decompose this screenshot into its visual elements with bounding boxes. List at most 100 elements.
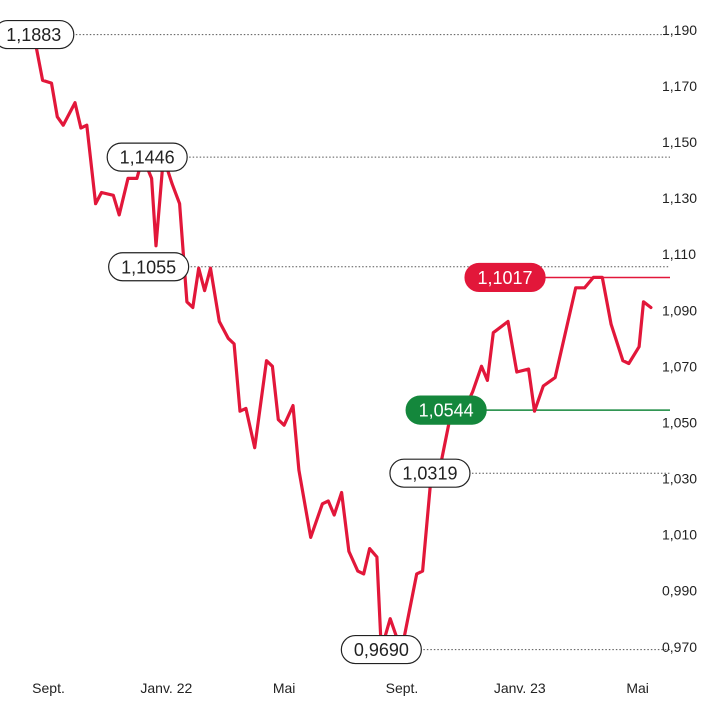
- y-tick-label: 1,130: [662, 190, 697, 206]
- x-tick-label: Mai: [626, 680, 649, 696]
- y-tick-label: 0,970: [662, 639, 697, 655]
- data-point: [112, 193, 115, 197]
- data-point: [85, 123, 89, 127]
- data-point: [553, 376, 557, 379]
- data-point: [265, 359, 268, 363]
- data-point: [50, 81, 53, 85]
- value-label-pill: [108, 252, 190, 282]
- data-point: [609, 322, 613, 326]
- data-point: [583, 286, 586, 290]
- data-point: [203, 289, 206, 292]
- value-label-text: 1,0319: [402, 464, 457, 484]
- data-point: [421, 569, 424, 573]
- value-label: 1,1446: [106, 142, 188, 172]
- data-point: [232, 342, 236, 346]
- x-axis-ticks: Sept. Janv. 22 Mai Sept. Janv. 23 Mai: [32, 680, 649, 696]
- data-point: [218, 320, 221, 323]
- value-label: 1,0544: [405, 395, 487, 425]
- y-tick-label: 1,030: [662, 471, 697, 487]
- data-point: [79, 126, 83, 130]
- data-point: [100, 191, 103, 194]
- data-point: [271, 365, 274, 368]
- value-label-text: 1,1446: [120, 148, 175, 168]
- data-point: [388, 617, 392, 621]
- data-point: [340, 491, 343, 494]
- value-label-text: 1,1883: [6, 25, 61, 45]
- data-point: [332, 513, 336, 517]
- data-point: [209, 266, 212, 270]
- data-point: [506, 320, 510, 323]
- data-point: [637, 345, 641, 349]
- data-point: [56, 115, 59, 119]
- value-label: 1,1017: [464, 262, 546, 293]
- data-point: [150, 177, 153, 180]
- data-point: [154, 244, 158, 248]
- data-point: [574, 286, 578, 290]
- data-point: [600, 276, 604, 279]
- y-axis-ticks: 1,190 1,170 1,150 1,130 1,110 1,090 1,070 1,050…: [662, 22, 697, 655]
- data-point: [238, 409, 242, 413]
- data-point: [226, 336, 230, 340]
- data-point: [375, 555, 379, 559]
- value-label-text: 1,1055: [121, 257, 176, 277]
- data-point: [276, 418, 280, 421]
- data-point: [347, 550, 351, 553]
- y-tick-label: 1,110: [662, 246, 696, 262]
- data-point: [126, 177, 130, 180]
- data-point: [291, 404, 295, 407]
- data-point: [282, 423, 286, 427]
- value-label-pill: [389, 458, 471, 488]
- y-tick-label: 1,150: [662, 134, 697, 150]
- data-point: [309, 536, 312, 539]
- value-label: 1,1055: [108, 252, 190, 282]
- data-point: [471, 390, 474, 393]
- series-line: [32, 33, 653, 652]
- data-point: [480, 365, 483, 368]
- y-tick-label: 1,050: [662, 414, 697, 430]
- data-point: [356, 569, 360, 573]
- data-point: [621, 359, 625, 363]
- data-point: [542, 384, 545, 388]
- value-label-text: 0,9690: [354, 640, 409, 660]
- data-point: [368, 547, 371, 550]
- data-point: [649, 306, 653, 309]
- series-layer: [32, 33, 653, 652]
- data-point: [94, 202, 97, 205]
- data-point: [117, 213, 121, 217]
- data-point: [362, 572, 365, 576]
- value-label-pill: [405, 395, 487, 425]
- data-point: [197, 266, 201, 270]
- data-point: [41, 78, 44, 82]
- data-point: [61, 123, 65, 127]
- data-point: [191, 306, 195, 309]
- data-point: [415, 572, 418, 576]
- data-point: [592, 276, 595, 279]
- data-point: [627, 362, 631, 365]
- data-point: [515, 370, 519, 374]
- data-point: [327, 499, 330, 503]
- y-tick-label: 1,070: [662, 358, 697, 374]
- data-point: [135, 177, 139, 180]
- data-point: [486, 379, 489, 382]
- data-point: [491, 331, 495, 334]
- data-point: [297, 468, 301, 472]
- x-tick-label: Sept.: [386, 680, 419, 696]
- value-labels: 1,1883 1,1446 1,1055 1,0319 0,9690 1,1017 1,05…: [0, 19, 546, 665]
- value-label: 1,1883: [0, 19, 75, 50]
- data-point: [253, 446, 256, 449]
- x-tick-label: Sept.: [32, 680, 65, 696]
- y-tick-label: 0,990: [662, 583, 697, 599]
- x-tick-label: Janv. 23: [494, 680, 546, 696]
- value-label-pill: [106, 142, 188, 172]
- data-point: [527, 367, 530, 371]
- value-label: 1,0319: [389, 458, 471, 488]
- value-label-pill: [0, 19, 75, 50]
- value-label-pill: [464, 262, 546, 293]
- data-point: [178, 202, 181, 205]
- data-point: [244, 407, 248, 410]
- value-label-text: 1,1017: [478, 268, 533, 288]
- value-label-pill: [340, 634, 422, 665]
- data-point: [533, 409, 536, 413]
- data-point: [642, 300, 645, 304]
